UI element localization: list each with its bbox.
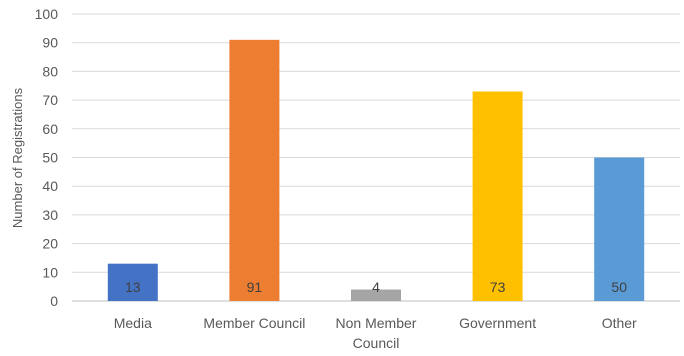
- x-tick-label: Government: [459, 315, 536, 331]
- x-tick-label: Non Member Council: [336, 315, 417, 351]
- y-tick-label: 0: [50, 293, 58, 309]
- x-tick-label: Media: [114, 315, 152, 331]
- y-tick-label: 60: [42, 121, 58, 137]
- gridlines: [72, 13, 680, 302]
- x-tick-label: Other: [602, 315, 637, 331]
- bar-non-member-council: [351, 289, 401, 301]
- y-tick-label: 90: [42, 35, 58, 51]
- data-label: 50: [611, 279, 627, 295]
- y-tick-label: 10: [42, 264, 58, 280]
- y-tick-label: 80: [42, 63, 58, 79]
- bar-member-council: [229, 39, 280, 302]
- y-tick-label: 100: [35, 6, 59, 22]
- data-label: 13: [125, 279, 141, 295]
- y-tick-label: 40: [42, 178, 58, 194]
- data-labels: 13 91 4 73 50: [125, 279, 627, 295]
- bars: [107, 39, 645, 302]
- data-label: 4: [372, 279, 380, 295]
- bar-media: [107, 263, 158, 301]
- y-tick-label: 70: [42, 92, 58, 108]
- y-tick-label: 50: [42, 150, 58, 166]
- bar-other: [594, 157, 645, 301]
- y-axis-ticks: 0 10 20 30 40 50 60 70 80 90 100: [35, 6, 59, 309]
- x-axis-labels: Media Member Council Non Member Council Gove…: [114, 315, 637, 351]
- data-label: 91: [247, 279, 263, 295]
- y-tick-label: 30: [42, 207, 58, 223]
- y-axis-title: Number of Registrations: [10, 87, 25, 228]
- bar-government: [472, 91, 523, 302]
- data-label: 73: [490, 279, 506, 295]
- y-tick-label: 20: [42, 236, 58, 252]
- x-tick-label: Member Council: [203, 315, 305, 331]
